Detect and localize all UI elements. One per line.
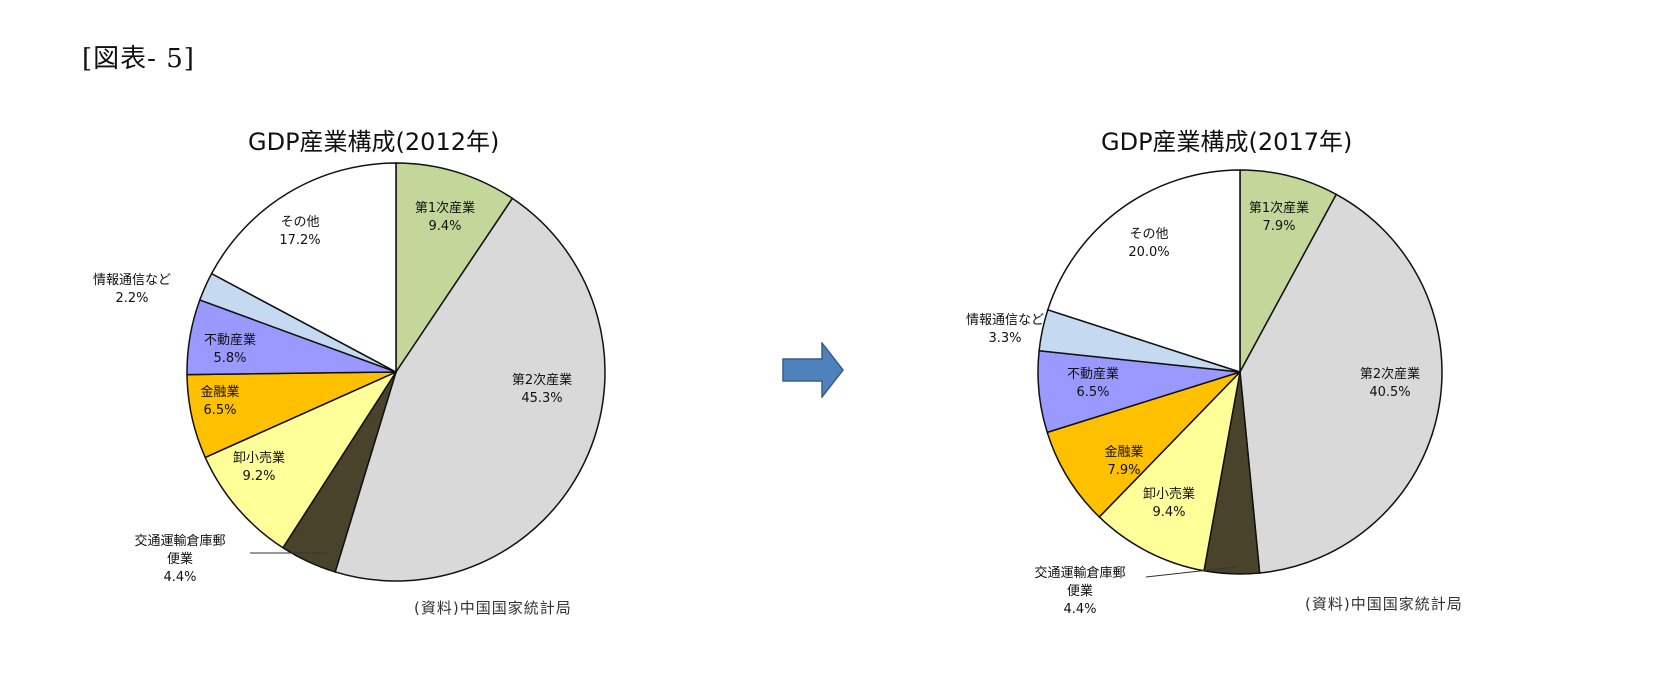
slice-label-wholesale-retail: 卸小売業 (233, 450, 285, 466)
slice-label-primary: 第1次産業 (1249, 200, 1309, 216)
slice-label-primary: 第1次産業 (415, 200, 475, 216)
source-note-2012: (資料)中国国家統計局 (414, 599, 572, 617)
slice-value-real-estate: 6.5% (1076, 385, 1109, 400)
slice-value-transport: 4.4% (1063, 602, 1096, 617)
slice-label-info-comm: 情報通信など (966, 313, 1044, 328)
pie-slice-other (1046, 169, 1241, 374)
slice-label-info-comm: 情報通信など (93, 273, 171, 288)
slice-label-other: その他 (1129, 227, 1168, 242)
pie-slice-wholesale-retail (204, 370, 398, 549)
pie-slice-primary (395, 162, 514, 375)
slice-value-wholesale-retail: 9.4% (1152, 505, 1185, 520)
slice-label-transport-line2: 便業 (167, 551, 193, 567)
slice-value-real-estate: 5.8% (213, 351, 246, 366)
chart-title-2017: GDP産業構成(2017年) (1101, 128, 1353, 156)
slice-value-secondary: 45.3% (521, 391, 562, 406)
pie-slice-secondary (334, 197, 606, 582)
slice-label-finance: 金融業 (1104, 444, 1143, 460)
source-note-2017: (資料)中国国家統計局 (1305, 595, 1463, 613)
slice-value-finance: 6.5% (203, 403, 236, 418)
slice-value-primary: 7.9% (1262, 219, 1295, 234)
slice-value-other: 17.2% (279, 233, 320, 248)
right-arrow-icon (782, 342, 844, 398)
pie-slice-secondary (1239, 193, 1443, 574)
slice-value-other: 20.0% (1128, 245, 1169, 260)
slice-value-info-comm: 2.2% (115, 291, 148, 306)
leader-line-transport (1145, 566, 1237, 578)
slice-value-secondary: 40.5% (1369, 385, 1410, 400)
slice-value-primary: 9.4% (428, 219, 461, 234)
slice-label-real-estate: 不動産業 (204, 332, 256, 348)
slice-label-real-estate: 不動産業 (1067, 366, 1119, 382)
pie-slice-finance (1046, 371, 1241, 519)
slice-value-transport: 4.4% (163, 570, 196, 585)
slice-label-wholesale-retail: 卸小売業 (1143, 486, 1195, 502)
slice-label-secondary: 第2次産業 (1360, 366, 1420, 382)
pie-slice-primary (1239, 169, 1338, 373)
slice-label-finance: 金融業 (200, 384, 239, 400)
slice-value-info-comm: 3.3% (988, 331, 1021, 346)
slice-label-transport-line1: 交通運輸倉庫郵 (134, 533, 225, 549)
slice-value-wholesale-retail: 9.2% (242, 469, 275, 484)
pie-slice-wholesale-retail (1098, 369, 1242, 572)
slice-label-transport-line1: 交通運輸倉庫郵 (1034, 565, 1125, 581)
slice-label-transport-line2: 便業 (1067, 583, 1093, 599)
slice-label-secondary: 第2次産業 (512, 372, 572, 388)
slice-label-other: その他 (280, 215, 319, 230)
figure-label: [図表- 5] (82, 44, 195, 74)
slice-value-finance: 7.9% (1107, 463, 1140, 478)
pie-slice-other (210, 162, 397, 374)
chart-title-2012: GDP産業構成(2012年) (248, 128, 500, 156)
